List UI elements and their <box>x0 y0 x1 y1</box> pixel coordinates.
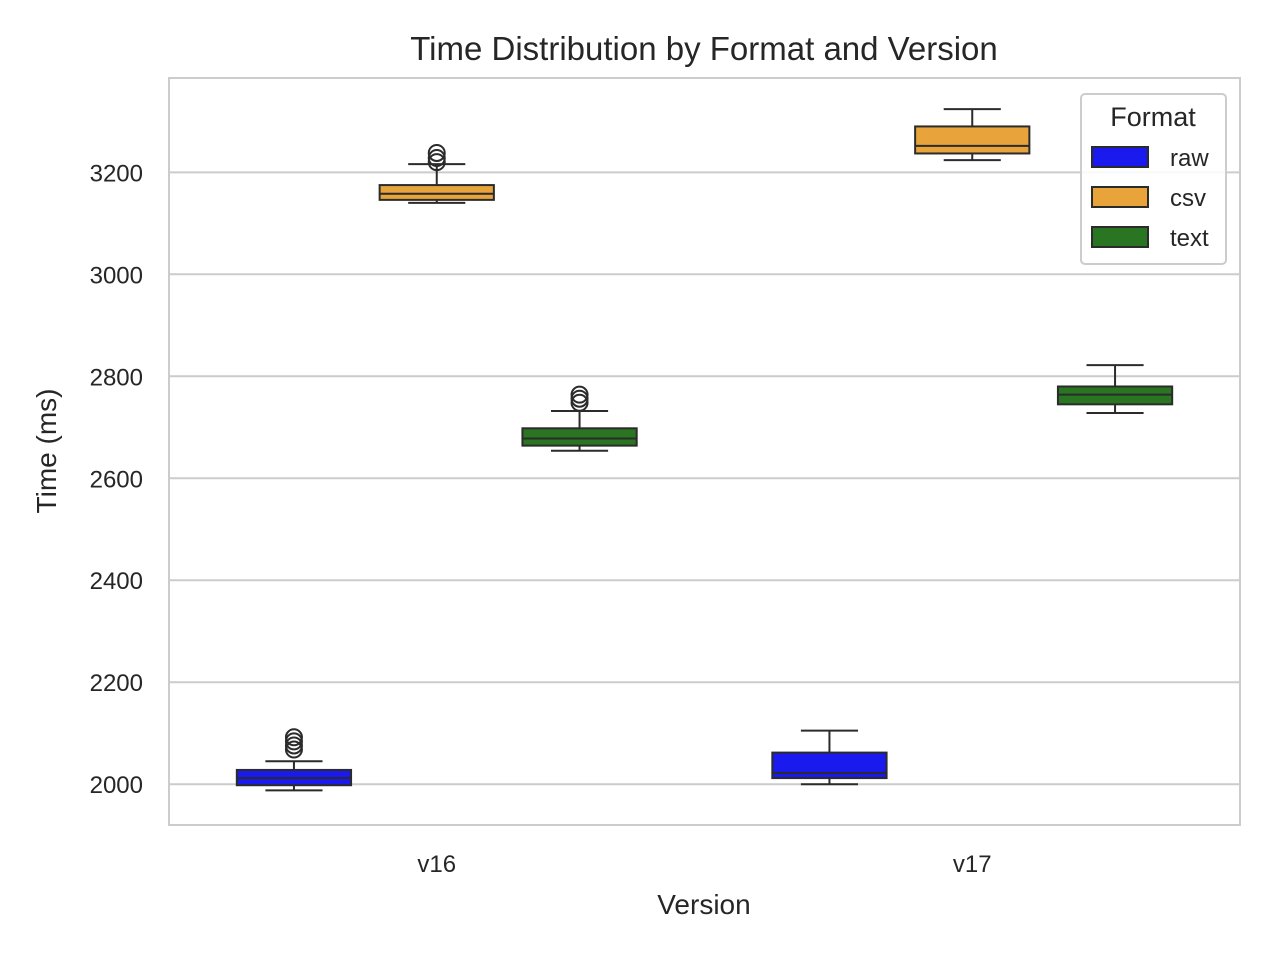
box-raw-v16 <box>235 728 353 792</box>
y-tick-label: 2000 <box>90 772 143 799</box>
x-tick-label: v16 <box>417 851 456 878</box>
boxes <box>235 108 1174 792</box>
legend-label: raw <box>1170 145 1209 172</box>
box-text-v16 <box>521 385 638 452</box>
legend-label: text <box>1170 225 1209 252</box>
y-tick-label: 3000 <box>90 262 143 289</box>
legend-swatch <box>1091 146 1149 168</box>
legend-entry-csv: csv <box>1091 185 1206 212</box>
legend-title: Format <box>1110 102 1196 132</box>
outlier-point <box>570 385 589 404</box>
iqr-box <box>521 427 638 447</box>
legend-swatch <box>1091 226 1149 248</box>
y-axis-label: Time (ms) <box>31 389 62 514</box>
iqr-box <box>914 125 1031 155</box>
legend-entry-text: text <box>1091 225 1209 252</box>
outlier-point <box>284 728 303 747</box>
legend-frame <box>1080 93 1227 265</box>
x-tick-labels: v16 v17 <box>417 851 991 878</box>
box-text-v17 <box>1056 364 1174 415</box>
legend: Format raw csv text <box>1080 93 1227 265</box>
outlier-point <box>570 389 589 408</box>
outlier-point <box>427 143 446 162</box>
y-tick-label: 2800 <box>90 364 143 391</box>
y-tick-label: 2200 <box>90 670 143 697</box>
x-tick-label: v17 <box>953 851 992 878</box>
y-tick-label: 2400 <box>90 568 143 595</box>
x-axis-label: Version <box>657 889 750 920</box>
iqr-box <box>771 751 888 780</box>
plot-area-frame <box>168 77 1241 826</box>
legend-label: csv <box>1170 185 1206 212</box>
legend-swatch <box>1091 186 1149 208</box>
box-raw-v17 <box>771 729 888 786</box>
box-csv-v17 <box>914 108 1031 162</box>
legend-entry-raw: raw <box>1091 145 1209 172</box>
gridlines <box>169 171 1240 786</box>
y-tick-labels: 2000 2200 2400 2600 2800 3000 3200 <box>90 160 143 799</box>
outlier-point <box>427 149 446 168</box>
chart-title: Time Distribution by Format and Version <box>410 30 998 67</box>
y-tick-label: 3200 <box>90 160 143 187</box>
iqr-box <box>378 184 495 201</box>
y-tick-label: 2600 <box>90 466 143 493</box>
box-csv-v16 <box>378 143 495 204</box>
